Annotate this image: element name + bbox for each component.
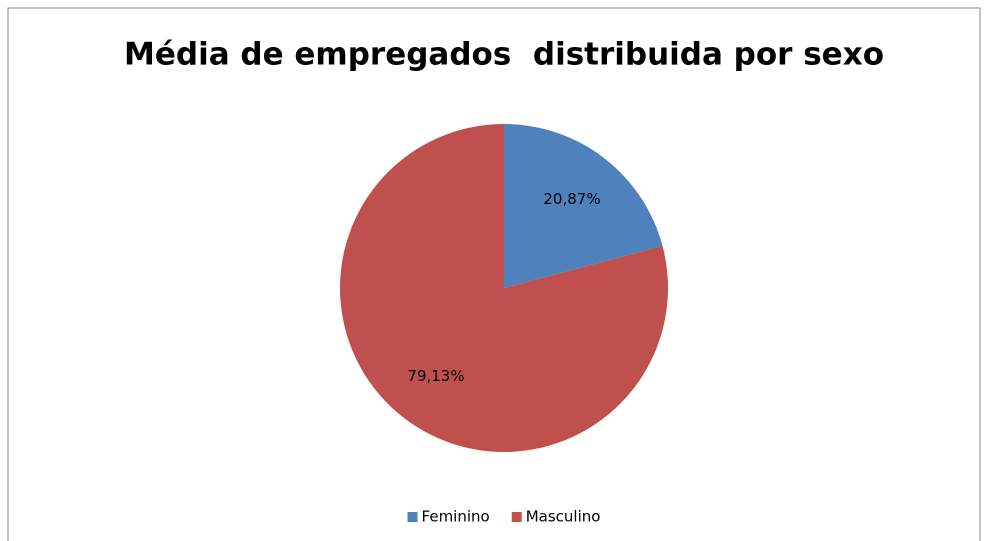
chart-frame xyxy=(7,7,981,541)
data-label: 20,87% xyxy=(543,190,600,208)
legend-label: Masculino xyxy=(526,508,601,526)
legend-label: Feminino xyxy=(422,508,490,526)
legend-swatch xyxy=(511,512,522,522)
pie-slice xyxy=(504,124,663,288)
legend-swatch xyxy=(407,512,418,522)
chart-title: Média de empregados distribuida por sexo xyxy=(124,37,884,73)
data-label: 79,13% xyxy=(407,367,464,385)
pie-slice xyxy=(339,124,668,452)
